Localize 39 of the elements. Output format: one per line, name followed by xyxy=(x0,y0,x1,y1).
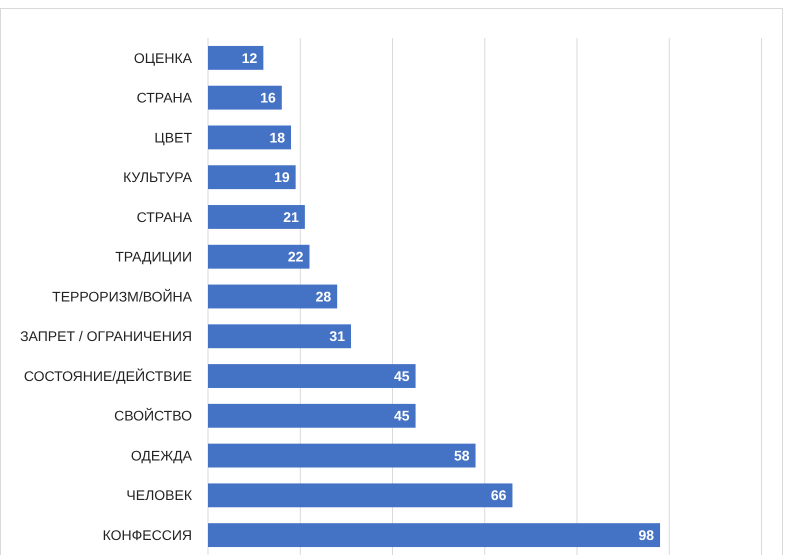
data-label: 12 xyxy=(242,50,258,66)
data-label: 98 xyxy=(638,527,654,544)
data-label: 66 xyxy=(490,487,507,504)
data-label: 45 xyxy=(394,368,410,384)
y-tick-label: ОЦЕНКА xyxy=(134,50,193,66)
bar xyxy=(208,404,416,428)
y-tick-label: КОНФЕССИЯ xyxy=(102,527,192,544)
y-tick-label: ЗАПРЕТ / ОГРАНИЧЕНИЯ xyxy=(20,328,192,344)
data-label: 18 xyxy=(269,129,286,146)
bar xyxy=(208,125,292,150)
bar xyxy=(208,165,296,190)
data-label: 22 xyxy=(288,248,304,265)
y-tick-label: СОСТОЯНИЕ/ДЕЙСТВИЕ xyxy=(24,368,192,384)
bar xyxy=(208,46,264,70)
bar xyxy=(208,483,512,508)
y-tick-label: СВОЙСТВО xyxy=(114,408,192,424)
data-label: 16 xyxy=(260,90,276,106)
y-tick-label: ЧЕЛОВЕК xyxy=(126,487,193,504)
bar xyxy=(208,364,416,388)
bar xyxy=(208,244,310,269)
data-label: 31 xyxy=(329,328,346,344)
data-label: 21 xyxy=(283,208,300,225)
y-tick-label: ЦВЕТ xyxy=(154,129,192,146)
y-tick-label: СТРАНА xyxy=(136,208,193,225)
y-tick-label: КУЛЬТУРА xyxy=(123,169,193,186)
bar xyxy=(208,205,305,229)
bar xyxy=(208,324,351,348)
data-label: 19 xyxy=(274,169,290,186)
y-tick-label: ТРАДИЦИИ xyxy=(115,248,192,265)
bar xyxy=(208,523,660,548)
bar xyxy=(208,86,282,110)
bar xyxy=(208,444,476,468)
y-tick-label: СТРАНА xyxy=(136,90,193,106)
y-tick-label: ОДЕЖДА xyxy=(130,447,193,464)
bar xyxy=(208,284,338,308)
data-label: 45 xyxy=(394,408,410,424)
data-label: 58 xyxy=(454,447,470,464)
data-label: 28 xyxy=(316,288,332,304)
y-tick-label: ТЕРРОРИЗМ/ВОЙНА xyxy=(52,288,193,304)
